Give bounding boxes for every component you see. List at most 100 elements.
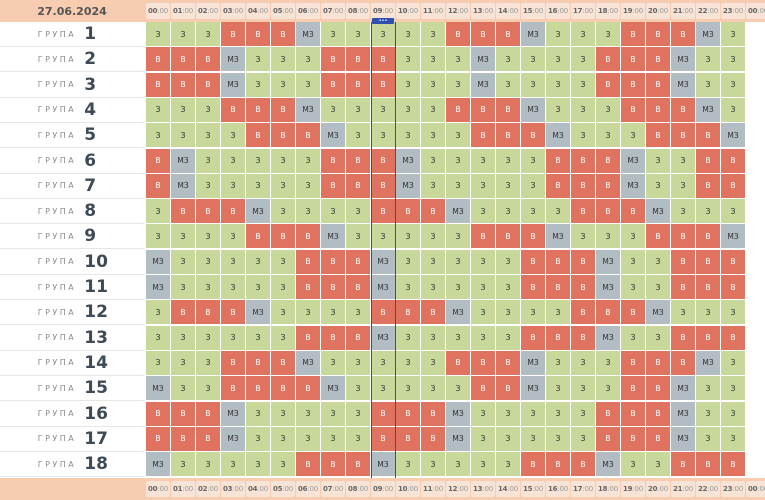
schedule-cell: В: [721, 249, 745, 275]
schedule-cell: З: [296, 401, 320, 427]
schedule-cell: В: [696, 325, 720, 351]
schedule-cell: З: [396, 249, 420, 275]
schedule-cell: З: [721, 300, 745, 326]
schedule-cell: З: [496, 300, 520, 326]
schedule-cell: З: [646, 325, 670, 351]
group-hour-cells: З З З В В В МЗ З З З З З В В В МЗ З З З В В В МЗ З: [146, 350, 746, 376]
schedule-cell: В: [721, 325, 745, 351]
schedule-cell: В: [546, 148, 570, 174]
top-hour-19: 19:00: [621, 3, 645, 19]
group-number: 8: [84, 201, 97, 222]
group-label: ГРУПА 4: [0, 97, 144, 123]
schedule-cell: В: [546, 249, 570, 275]
schedule-cell: З: [721, 376, 745, 402]
schedule-cell: В: [321, 148, 345, 174]
schedule-cell: З: [421, 249, 445, 275]
group-label: ГРУПА 16: [0, 401, 144, 427]
group-number: 7: [84, 175, 97, 196]
schedule-cell: В: [696, 275, 720, 300]
schedule-cell: З: [196, 376, 220, 402]
group-hour-cells: МЗ З З В В В В МЗ З З З З З В В МЗ З З З В В МЗ З З: [146, 376, 746, 402]
schedule-cell: З: [146, 325, 170, 351]
schedule-cell: МЗ: [671, 47, 695, 73]
group-hour-cells: В МЗ З З З З З В В В МЗ З З З З З В В В МЗ З З В В: [146, 148, 746, 174]
schedule-cell: В: [571, 275, 595, 300]
hour-value: 14: [497, 7, 508, 15]
hour-value: 11: [422, 7, 433, 15]
schedule-cell: В: [346, 325, 370, 351]
group-word: ГРУПА: [37, 333, 77, 343]
schedule-cell: З: [296, 72, 320, 98]
group-label: ГРУПА 18: [0, 452, 144, 478]
schedule-cell: В: [321, 275, 345, 300]
bottom-hour-18: 18:00: [596, 481, 620, 497]
schedule-cell: В: [721, 173, 745, 199]
schedule-cell: В: [621, 47, 645, 73]
schedule-cell: З: [721, 97, 745, 123]
schedule-cell: В: [221, 97, 245, 123]
minute-value: :00: [457, 7, 468, 15]
group-label: ГРУПА 3: [0, 72, 144, 98]
group-number: 3: [84, 74, 97, 95]
group-word: ГРУПА: [37, 434, 77, 444]
schedule-cell: З: [696, 401, 720, 427]
schedule-cell: В: [621, 350, 645, 376]
minute-value: :00: [157, 7, 168, 15]
schedule-cell: З: [396, 224, 420, 250]
schedule-cell: З: [171, 350, 195, 376]
schedule-cell: В: [271, 97, 295, 123]
bottom-hour-5: 05:00: [271, 481, 295, 497]
group-hour-cells: В В В МЗ З З З З З В В В МЗ З З З З З В В В МЗ З З: [146, 426, 746, 452]
hour-value: 01: [172, 485, 183, 493]
hour-value: 02: [197, 7, 208, 15]
schedule-cell: В: [321, 47, 345, 73]
schedule-cell: З: [371, 376, 395, 402]
schedule-cell: В: [146, 72, 170, 98]
schedule-cell: В: [346, 275, 370, 300]
minute-value: :00: [382, 485, 393, 493]
schedule-cell: З: [421, 325, 445, 351]
minute-value: :00: [357, 7, 368, 15]
schedule-cell: МЗ: [546, 123, 570, 149]
schedule-cell: З: [446, 452, 470, 478]
schedule-cell: З: [621, 224, 645, 250]
schedule-cell: МЗ: [521, 22, 545, 47]
schedule-cell: В: [646, 47, 670, 73]
schedule-cell: З: [721, 47, 745, 73]
schedule-cell: З: [296, 300, 320, 326]
schedule-cell: З: [246, 72, 270, 98]
schedule-cell: З: [346, 199, 370, 225]
top-timeline-header: 27.06.2024 00:00 01:00 02:00 03:00 04:00 05:0…: [0, 0, 765, 22]
schedule-cell: В: [546, 275, 570, 300]
group-row-4: ГРУПА 4 З З З В В В МЗ З З З З З В В В МЗ З З З В В В МЗ З: [0, 97, 765, 123]
schedule-cell: МЗ: [396, 148, 420, 174]
group-word: ГРУПА: [37, 105, 77, 115]
schedule-cell: З: [546, 199, 570, 225]
schedule-cell: В: [646, 22, 670, 47]
hour-value: 00: [147, 7, 158, 15]
schedule-cell: З: [146, 123, 170, 149]
schedule-cell: В: [621, 199, 645, 225]
hour-value: 20: [647, 7, 658, 15]
schedule-cell: МЗ: [321, 224, 345, 250]
schedule-cell: МЗ: [296, 350, 320, 376]
hour-value: 00: [147, 485, 158, 493]
schedule-cell: З: [221, 148, 245, 174]
schedule-cell: З: [171, 224, 195, 250]
schedule-cell: В: [721, 275, 745, 300]
group-number: 1: [84, 24, 97, 44]
schedule-cell: З: [571, 350, 595, 376]
schedule-cell: В: [571, 249, 595, 275]
schedule-cell: В: [571, 148, 595, 174]
top-hour-23: 23:00: [721, 3, 745, 19]
schedule-cell: З: [471, 426, 495, 452]
schedule-cell: МЗ: [171, 173, 195, 199]
schedule-cell: В: [271, 376, 295, 402]
minute-value: :00: [682, 7, 693, 15]
schedule-cell: В: [446, 22, 470, 47]
bottom-hour-15: 15:00: [521, 481, 545, 497]
group-word: ГРУПА: [37, 307, 77, 317]
group-label: ГРУПА 8: [0, 199, 144, 225]
schedule-cell: В: [721, 148, 745, 174]
minute-value: :00: [532, 7, 543, 15]
